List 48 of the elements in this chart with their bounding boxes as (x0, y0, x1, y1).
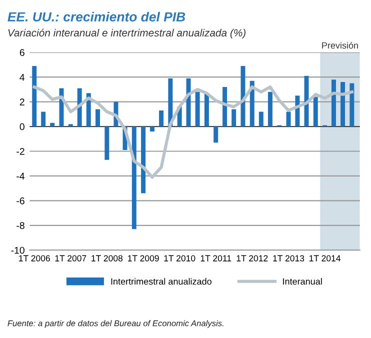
y-tick-label: 4 (20, 74, 25, 81)
chart-subtitle: Variación interanual e intertrimestral anualizada (%) (8, 28, 246, 39)
legend-label: Interanual (283, 278, 322, 285)
bar (331, 80, 336, 127)
bar (214, 126, 218, 143)
x-tick-label: 1T 2013 (273, 255, 304, 262)
bar (50, 122, 55, 127)
x-tick-label: 1T 2006 (19, 255, 50, 262)
bar (104, 126, 110, 160)
bar (340, 82, 346, 127)
x-tick-label: 1T 2011 (200, 255, 232, 262)
bar (268, 92, 272, 127)
bar (195, 92, 200, 127)
bar (232, 109, 236, 127)
bar (240, 66, 246, 127)
line-series (32, 85, 354, 179)
y-tick-label: -8 (16, 222, 24, 230)
bar (68, 124, 73, 127)
bar (222, 86, 228, 127)
bar (250, 80, 254, 127)
y-tick-label: 2 (20, 98, 24, 106)
bar (141, 126, 146, 194)
x-tick-label: 1T 2009 (128, 255, 159, 262)
x-tick-label: 1T 2010 (164, 255, 196, 262)
bar (313, 96, 318, 127)
bar (150, 126, 154, 132)
x-tick-label: 1T 2014 (309, 255, 341, 262)
bar (204, 93, 209, 127)
y-tick-label: 6 (20, 49, 24, 56)
bar (258, 112, 264, 127)
band-label: Previsión (322, 42, 358, 49)
bar (159, 110, 164, 127)
x-tick-label: 1T 2007 (55, 255, 86, 262)
x-tick-label: 1T 2008 (92, 255, 123, 262)
y-tick-label: -10 (11, 246, 24, 254)
x-tick-label: 1T 2012 (236, 255, 268, 262)
y-tick-label: 0 (20, 123, 24, 130)
chart-title: EE. UU.: crecimiento del PIB (8, 12, 186, 22)
y-tick-label: -6 (16, 197, 24, 204)
bar (96, 109, 100, 127)
y-tick-label: -4 (16, 172, 25, 180)
bar (132, 126, 136, 230)
source-note: Fuente: a partir de datos del Bureau of Economic Analysis. (8, 320, 224, 328)
y-tick-label: -2 (16, 148, 24, 155)
legend-label: Intertrimestral anualizado (111, 278, 212, 285)
bar (32, 66, 37, 127)
bar (41, 112, 46, 127)
bar (350, 83, 354, 127)
